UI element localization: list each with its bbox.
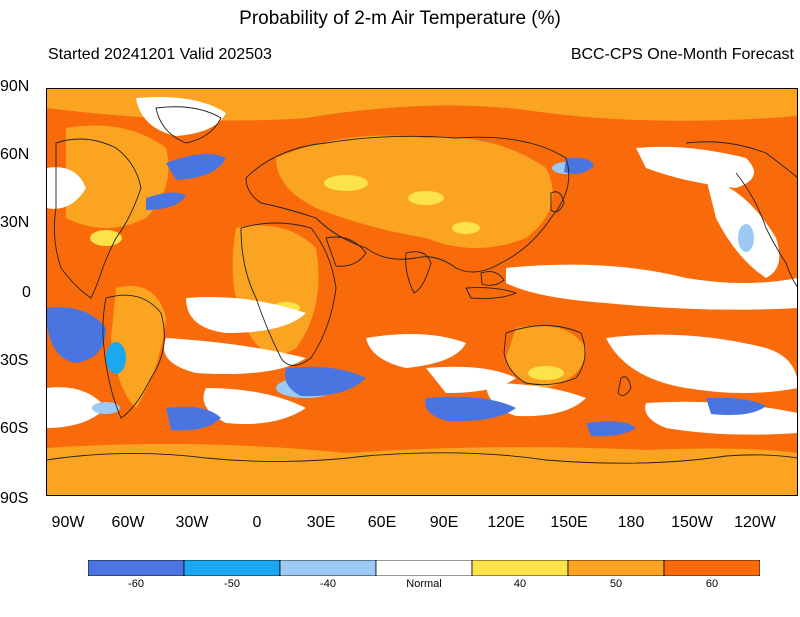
colorbar-label-5: 40	[513, 578, 527, 590]
coast-antarctica	[46, 452, 798, 464]
antarctic-band	[46, 444, 798, 496]
category-50-regions	[46, 88, 798, 496]
white-s-pacific	[606, 334, 798, 393]
colorbar-swatch-1	[88, 560, 185, 576]
lightblue-patch-4	[738, 224, 754, 252]
blue-s-atlantic	[285, 366, 366, 397]
yellow-patch-1	[324, 175, 368, 191]
forecast-source: BCC-CPS One-Month Forecast	[570, 46, 794, 63]
probability-map	[46, 88, 798, 496]
lat-label-60s: 60S	[0, 420, 29, 437]
forecast-dates: Started 20241201 Valid 202503	[48, 46, 272, 63]
yellow-patch-5	[528, 366, 564, 380]
lat-label-60n: 60N	[0, 146, 30, 163]
colorbar-label-7: 60	[705, 578, 719, 590]
coast-north-america	[53, 138, 142, 299]
blue-n-atlantic-2	[146, 192, 186, 210]
blue-southern-3	[586, 421, 636, 437]
lon-label-90w: 90W	[51, 514, 85, 531]
lat-label-90n: 90N	[0, 78, 30, 95]
australia-50	[506, 325, 586, 388]
lon-label-120w: 120W	[734, 514, 776, 531]
lon-label-90e: 90E	[429, 514, 459, 531]
category-40-regions	[90, 175, 564, 380]
lon-label-30w: 30W	[175, 514, 209, 531]
arctic-band	[46, 88, 798, 121]
blue-sw-pacific	[706, 397, 766, 415]
lon-label-150e: 150E	[550, 514, 588, 531]
colorbar-swatch-3	[279, 560, 377, 576]
yellow-patch-4	[90, 230, 122, 246]
northamerica-50	[66, 125, 169, 228]
blue-n-atlantic-1	[166, 154, 226, 180]
colorbar-swatch-4	[375, 560, 473, 576]
blue-southern-2	[425, 396, 516, 422]
lon-label-0: 0	[252, 514, 262, 531]
colorbar-label-2: -50	[224, 578, 240, 590]
coast-australia	[503, 325, 586, 386]
coast-borneo	[480, 271, 505, 286]
blue-se-pacific	[46, 307, 106, 363]
coast-alaska	[685, 141, 798, 179]
colorbar-label-4: Normal	[406, 578, 442, 590]
map-frame	[46, 88, 798, 496]
lon-label-30e: 30E	[306, 514, 336, 531]
white-s-indian-1	[366, 334, 466, 368]
white-s-atlantic	[164, 338, 306, 374]
coast-japan	[550, 191, 565, 213]
colorbar-label-3: -40	[320, 578, 336, 590]
coast-arabia	[325, 236, 367, 267]
colorbar-swatch-5	[471, 560, 569, 576]
white-southern-ocean-1	[46, 387, 106, 428]
coast-africa	[240, 222, 337, 366]
map-title: Probability of 2-m Air Temperature (%)	[239, 8, 561, 29]
white-pacific-ne	[636, 146, 754, 188]
colorbar-label-6: 50	[609, 578, 623, 590]
yellow-patch-2	[408, 191, 444, 205]
coast-west-na	[735, 172, 798, 289]
lat-label-90s: 90S	[0, 490, 29, 507]
lon-label-120e: 120E	[487, 514, 525, 531]
category-minus60-regions	[46, 154, 766, 437]
lat-label-0: 0	[22, 284, 31, 301]
coast-indonesia	[465, 287, 517, 299]
southamerica-50	[111, 286, 166, 408]
lon-label-180: 180	[617, 514, 645, 531]
colorbar-swatch-2	[183, 560, 281, 576]
white-greenland	[136, 97, 226, 136]
lat-label-30n: 30N	[0, 214, 30, 231]
coastlines	[46, 106, 798, 464]
colorbar-swatch-7	[663, 560, 760, 576]
white-southern-ocean-2	[203, 388, 306, 424]
white-southern-ocean-4	[645, 401, 798, 435]
blue-southern-1	[166, 406, 221, 431]
white-eq-atlantic	[186, 297, 306, 333]
lightblue-patch-2	[92, 402, 120, 414]
colorbar-label-1: -60	[128, 578, 144, 590]
eurasia-50	[276, 135, 553, 248]
lon-label-60w: 60W	[111, 514, 145, 531]
yellow-patch-3	[452, 222, 480, 234]
coast-india	[405, 251, 432, 294]
colorbar-swatch-6	[567, 560, 665, 576]
white-eq-pacific	[506, 264, 798, 310]
lon-label-150w: 150W	[671, 514, 713, 531]
blue-ne-pacific	[564, 157, 594, 174]
coast-south-america	[102, 294, 165, 419]
coast-eurasia	[245, 135, 570, 273]
lon-label-60e: 60E	[367, 514, 397, 531]
cyan-patch-1	[106, 342, 126, 374]
colorbar	[88, 560, 760, 576]
lat-label-30s: 30S	[0, 352, 29, 369]
coast-greenland	[155, 106, 222, 144]
coast-new-zealand	[617, 376, 632, 397]
